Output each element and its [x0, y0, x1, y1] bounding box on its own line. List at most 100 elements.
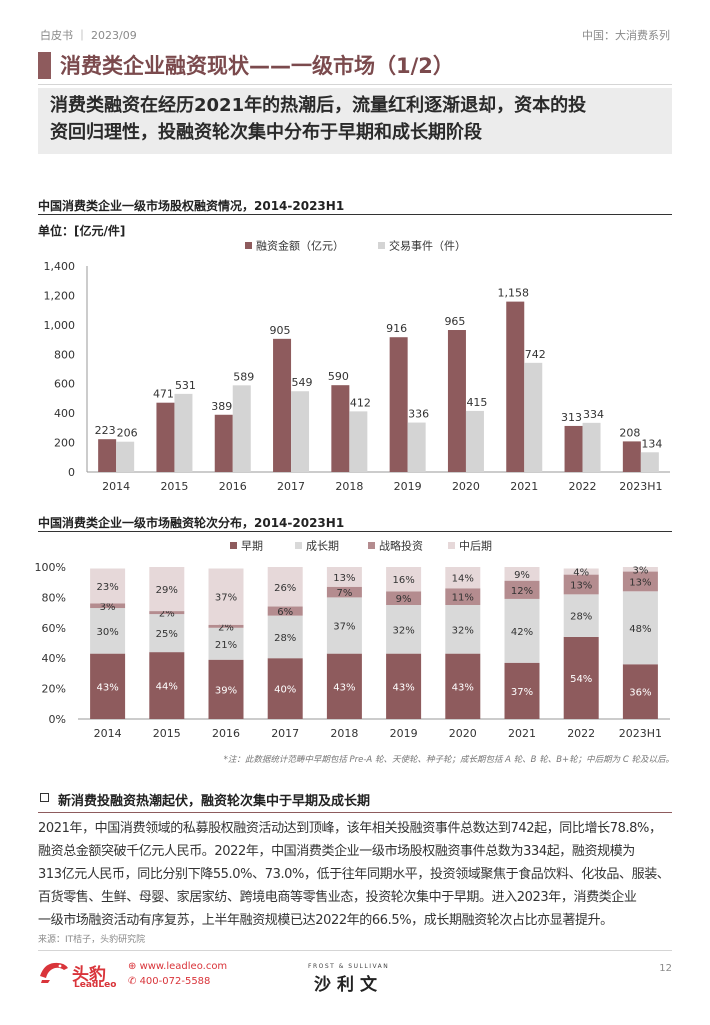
y-tick-label: 1,400: [44, 260, 76, 273]
logo-english: LeadLeo: [74, 980, 117, 990]
data-label: 23%: [96, 582, 118, 593]
data-label: 6%: [277, 607, 293, 618]
data-label: 334: [583, 408, 604, 421]
source-note: 来源：IT桔子，头豹研究院: [38, 935, 146, 945]
title-accent-bar: [38, 52, 51, 79]
body-line: 313亿元人民币，同比分别下降55.0%、73.0%，低于往年同期水平，投资领域…: [38, 867, 670, 882]
data-label: 389: [211, 400, 232, 413]
data-label: 3%: [632, 565, 648, 576]
data-label: 742: [525, 348, 546, 361]
data-label: 9%: [514, 570, 530, 581]
bar-segment: [504, 598, 540, 663]
data-label: 32%: [392, 625, 414, 636]
x-tick-label: 2019: [394, 480, 422, 493]
y-tick-label: 0: [68, 466, 75, 479]
y-tick-label: 600: [54, 378, 75, 391]
legend-label: 交易事件（件）: [389, 239, 466, 253]
section-heading: 新消费投融资热潮起伏，融资轮次集中于早期及成长期: [58, 794, 371, 809]
y-tick-label: 40%: [42, 652, 66, 665]
section-divider: [38, 812, 672, 813]
data-label: 1,158: [498, 287, 530, 300]
summary-line-2: 资回归理性，投融资轮次集中分布于早期和成长期阶段: [50, 122, 482, 143]
partner-logo: 沙利文: [314, 975, 383, 995]
bar-segment: [149, 652, 185, 719]
data-label: 29%: [156, 585, 178, 596]
footer-url[interactable]: ⊕ www.leadleo.com: [128, 961, 228, 972]
bar-segment: [208, 624, 244, 628]
y-tick-label: 80%: [42, 591, 66, 604]
body-paragraph: 2021年，中国消费领域的私募股权融资活动达到顶峰，该年相关投融资事件总数达到7…: [38, 817, 678, 932]
data-label: 223: [95, 424, 116, 437]
x-tick-label: 2018: [335, 480, 363, 493]
bar-segment: [267, 615, 303, 659]
bar-segment: [563, 594, 599, 637]
chart2-title: 中国消费类企业一级市场融资轮次分布，2014-2023H1: [38, 516, 345, 530]
legend-swatch: [230, 542, 237, 549]
data-label: 4%: [573, 568, 589, 579]
partner-logo-small: FROST & SULLIVAN: [308, 963, 390, 970]
chart1-unit: 单位：[亿元/件]: [38, 224, 126, 238]
data-label: 43%: [333, 682, 355, 693]
data-label: 48%: [629, 624, 651, 635]
data-label: 208: [619, 426, 640, 439]
bar-segment: [149, 567, 185, 612]
bar-segment: [326, 567, 362, 587]
data-label: 28%: [570, 612, 592, 623]
bar-segment: [622, 571, 658, 592]
bar-segment: [267, 658, 303, 719]
summary-text: 消费类融资在经历2021年的热潮后，流量红利逐渐退却，资本的投 资回归理性，投融…: [50, 92, 672, 146]
data-label: 42%: [511, 627, 533, 638]
data-label: 313: [561, 411, 582, 424]
bar-segment: [149, 614, 185, 653]
bar-segment: [563, 568, 599, 575]
bar: [98, 439, 117, 472]
body-line: 2021年，中国消费领域的私募股权融资活动达到顶峰，该年相关投融资事件总数达到7…: [38, 821, 662, 836]
legend-label: 中后期: [459, 540, 492, 553]
y-tick-label: 60%: [42, 622, 66, 635]
data-label: 590: [328, 370, 349, 383]
data-label: 13%: [570, 580, 592, 591]
data-label: 43%: [452, 682, 474, 693]
data-label: 531: [175, 379, 196, 392]
logo-text: 头豹: [72, 965, 106, 985]
bar: [582, 422, 601, 472]
page-title: 消费类企业融资现状——一级市场（1/2）: [60, 54, 454, 78]
bar-segment: [208, 568, 244, 625]
data-label: 11%: [452, 593, 474, 604]
body-line: 融资总金额突破千亿元人民币。2022年，中国消费类企业一级市场股权融资事件总数为…: [38, 844, 635, 859]
bar: [640, 452, 659, 472]
x-tick-label: 2018: [330, 727, 358, 740]
data-label: 206: [117, 427, 138, 440]
x-tick-label: 2017: [277, 480, 305, 493]
bar-segment: [445, 567, 481, 589]
bar: [232, 385, 251, 472]
bar-segment: [326, 586, 362, 598]
y-tick-label: 800: [54, 348, 75, 361]
chart1-svg: 融资金额（亿元） 交易事件（件） 0 200 400 600 800 1,000 1,200 1,…: [44, 239, 670, 493]
summary-box: [38, 88, 672, 154]
chart-note: *注：此数据统计范畴中早期包括 Pre-A 轮、天使轮、种子轮；成长期包括 A …: [223, 755, 674, 765]
data-label: 905: [270, 324, 291, 337]
bar-segment: [267, 567, 303, 607]
data-label: 39%: [215, 685, 237, 696]
legend-swatch: [368, 542, 375, 549]
x-tick-label: 2017: [271, 727, 299, 740]
bar-segment: [504, 567, 540, 581]
bar-segment: [208, 627, 244, 660]
bar: [389, 337, 408, 472]
bar: [349, 411, 368, 472]
bar-segment: [326, 653, 362, 719]
bar: [156, 402, 175, 472]
data-label: 30%: [96, 627, 118, 638]
y-tick-label: 400: [54, 407, 75, 420]
data-label: 3%: [100, 602, 116, 613]
y-tick-label: 1,000: [44, 319, 76, 332]
data-label: 7%: [336, 588, 352, 599]
data-label: 13%: [333, 573, 355, 584]
y-tick-label: 100%: [35, 561, 66, 574]
section-bullet-icon: [40, 793, 49, 802]
legend-swatch: [245, 242, 252, 249]
y-tick-label: 1,200: [44, 289, 76, 302]
bar-segment: [504, 662, 540, 719]
bar: [174, 393, 193, 472]
